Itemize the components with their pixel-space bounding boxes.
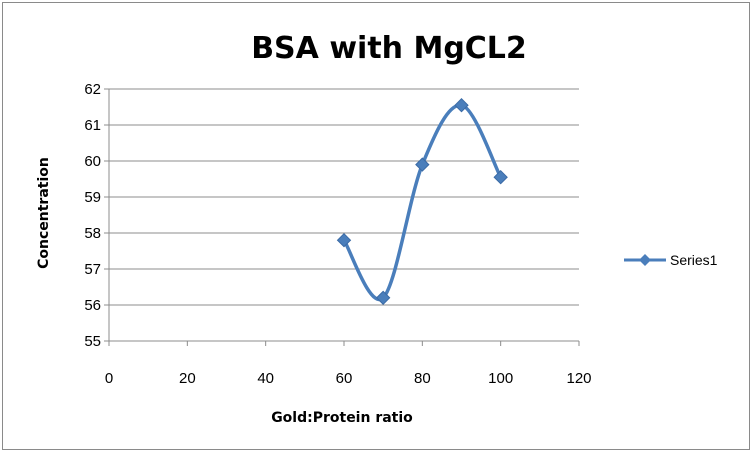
y-tick-label-62: 62 bbox=[84, 81, 101, 98]
axes bbox=[104, 88, 580, 346]
data-point-90 bbox=[454, 97, 469, 113]
data-point-70 bbox=[375, 290, 391, 306]
x-tick-label-0: 0 bbox=[105, 370, 113, 387]
legend-label-series1: Series1 bbox=[670, 252, 718, 268]
y-tick-label-59: 59 bbox=[84, 189, 101, 206]
x-tick-label-120: 120 bbox=[566, 370, 591, 387]
legend: Series1 bbox=[624, 252, 718, 268]
y-tick-label-61: 61 bbox=[84, 117, 101, 134]
series-layer bbox=[336, 97, 508, 306]
chart-frame bbox=[2, 2, 750, 450]
y-axis-label: Concentration bbox=[36, 157, 52, 269]
gridlines bbox=[109, 88, 579, 306]
y-tick-label-56: 56 bbox=[84, 297, 101, 314]
y-tick-label-55: 55 bbox=[84, 333, 101, 350]
x-tick-label-80: 80 bbox=[414, 370, 431, 387]
data-point-60 bbox=[336, 232, 352, 248]
legend-marker-series1 bbox=[639, 254, 651, 266]
data-point-100 bbox=[493, 169, 508, 185]
y-tick-label-60: 60 bbox=[84, 153, 101, 170]
y-tick-labels: 55 56 57 58 59 60 61 62 bbox=[84, 81, 101, 350]
x-tick-label-100: 100 bbox=[488, 370, 513, 387]
y-tick-label-58: 58 bbox=[84, 225, 101, 242]
data-point-80 bbox=[415, 157, 430, 172]
x-tick-label-40: 40 bbox=[257, 370, 274, 387]
x-tick-label-20: 20 bbox=[179, 370, 196, 387]
x-tick-label-60: 60 bbox=[336, 370, 353, 387]
x-tick-labels: 0 20 40 60 80 100 120 bbox=[105, 370, 592, 387]
y-tick-label-57: 57 bbox=[84, 261, 101, 278]
series-line-1 bbox=[342, 103, 503, 302]
x-axis-label: Gold:Protein ratio bbox=[271, 410, 413, 426]
chart-title: BSA with MgCL2 bbox=[251, 31, 527, 66]
